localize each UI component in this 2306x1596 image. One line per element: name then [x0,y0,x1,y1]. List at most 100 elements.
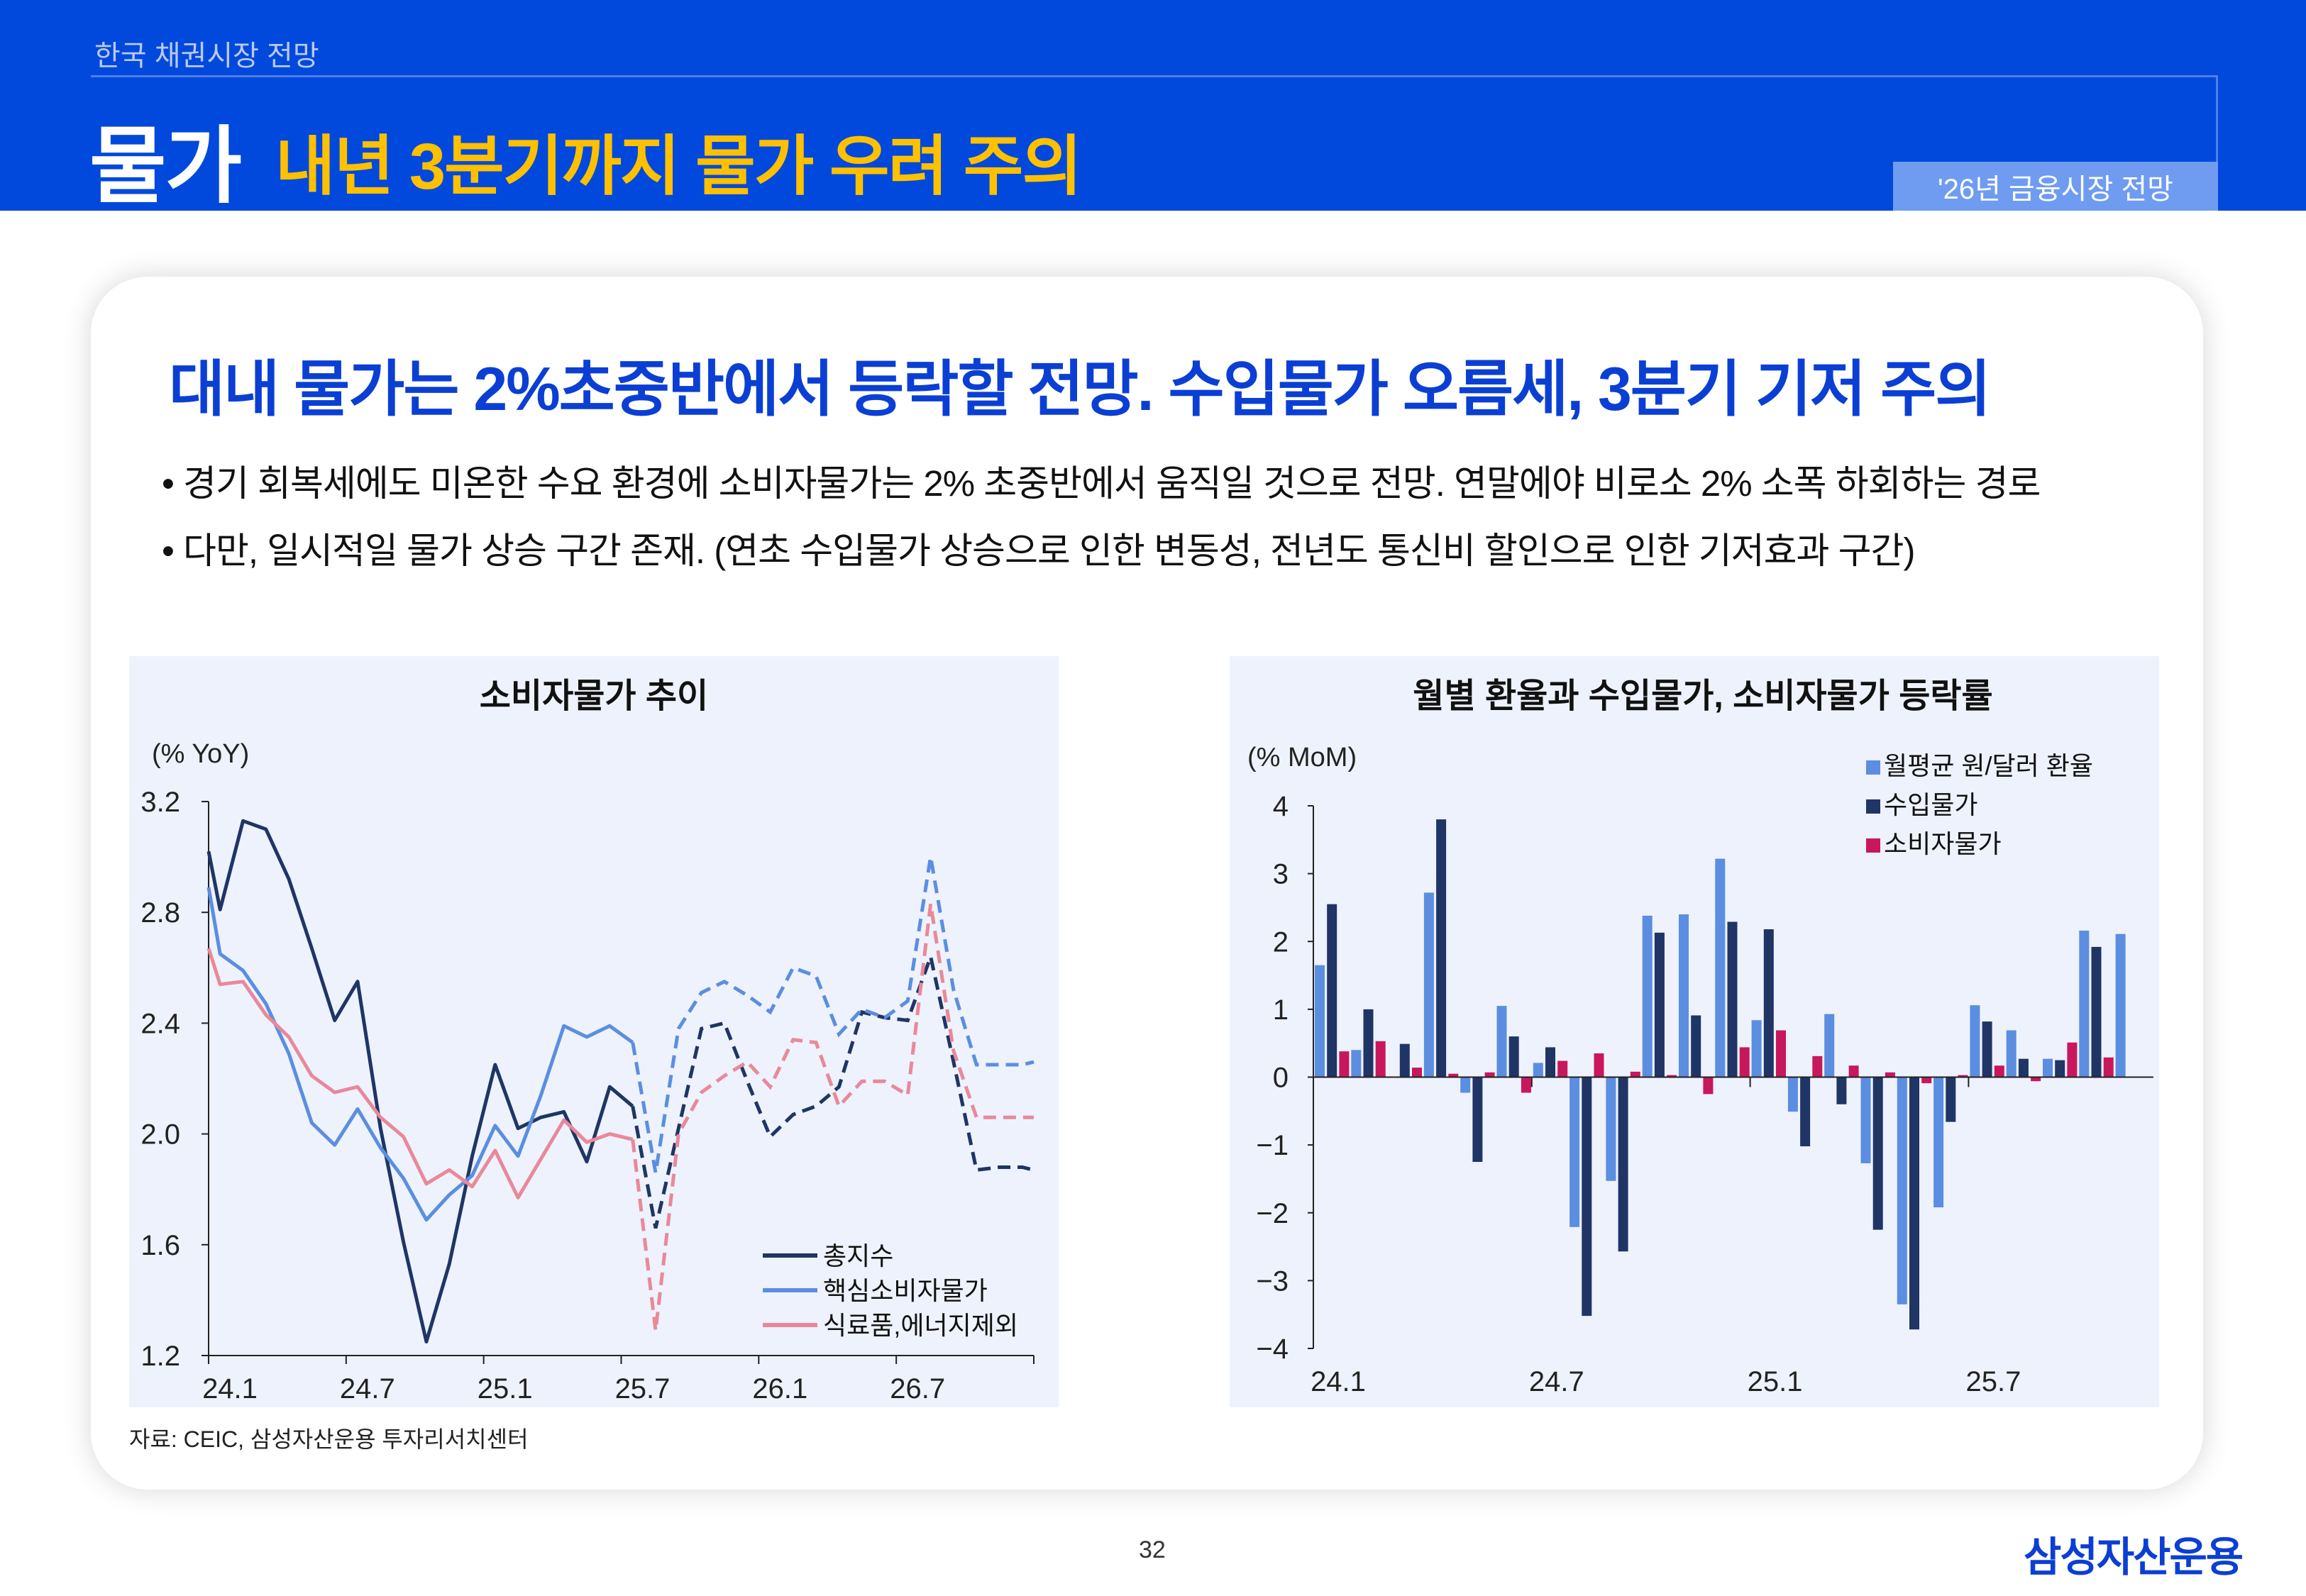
series-line-forecast-2 [631,904,1034,1331]
bar-series-0 [1751,1020,1762,1077]
y-tick-label: 3 [1273,859,1289,890]
legend-swatch [1866,760,1880,775]
bar-series-1 [1982,1021,1992,1077]
x-tick-label: 24.1 [1311,1366,1366,1397]
x-tick-label: 24.1 [202,1373,258,1404]
bar-series-1 [1472,1077,1483,1163]
bar-series-0 [1533,1063,1543,1077]
series-line-forecast-1 [631,856,1035,1173]
bar-series-2 [1484,1072,1495,1077]
y-tick-label: −1 [1256,1130,1289,1161]
bar-series-2 [1339,1051,1350,1077]
bar-series-2 [1885,1072,1895,1077]
y-axis-unit: (% MoM) [1247,743,1357,772]
mom-bar-chart: 월별 환율과 수입물가, 소비자물가 등락률 (% MoM) −4 −3 −2 −1 0 1 2… [1247,677,2153,1397]
x-tick-label: 26.7 [890,1373,945,1404]
bar-series-0 [2079,930,2090,1077]
y-tick-label: 1.6 [140,1230,180,1261]
bar-series-2 [1521,1077,1531,1093]
bar-series-0 [1496,1006,1507,1077]
section-label: 한국 채권시장 전망 [94,40,319,72]
bar-series-2 [2031,1077,2041,1082]
y-tick-label: 1 [1273,994,1289,1026]
bar-series-0 [1715,858,1726,1077]
x-tick-label: 25.7 [1965,1366,2021,1397]
bar-series-2 [1739,1047,1750,1077]
legend-label: 핵심소비자물가 [823,1276,988,1305]
y-tick-label: −4 [1256,1334,1289,1365]
y-tick-label: 3.2 [140,787,180,818]
y-tick-label: 2 [1273,926,1289,958]
bar-series-2 [1958,1075,1968,1077]
bullet-1: • 경기 회복세에도 미온한 수요 환경에 소비자물가는 2% 초중반에서 움직… [162,463,2041,504]
bar-series-1 [1363,1009,1374,1077]
bullet-2: • 다만, 일시적일 물가 상승 구간 존재. (연초 수입물가 상승으로 인한… [162,531,1915,571]
bar-series-2 [1375,1041,1386,1077]
card-heading: 대내 물가는 2%초중반에서 등락할 전망. 수입물가 오름세, 3분기 기저 … [169,355,1991,423]
bar-series-1 [1872,1077,1883,1230]
bar-series-1 [1618,1077,1628,1252]
bar-series-2 [2103,1057,2114,1077]
bar-series-0 [1642,915,1653,1077]
bar-series-0 [1970,1005,1980,1077]
bar-series-1 [1763,929,1774,1077]
bar-series-2 [1448,1073,1459,1077]
report-tag: '26년 금융시장 전망 [1893,162,2218,211]
bar-series-0 [2006,1030,2017,1077]
series-line-actual-0 [206,819,634,1343]
series-line-actual-2 [206,948,634,1199]
bar-series-2 [1921,1077,1932,1084]
legend-swatch [1866,799,1880,814]
bar-series-1 [1582,1077,1592,1317]
bar-series-0 [1679,914,1689,1077]
bar-series-1 [2055,1060,2065,1077]
source-note: 자료: CEIC, 삼성자산운용 투자리서치센터 [129,1426,529,1452]
bar-series-2 [1776,1030,1786,1077]
legend-label: 식료품,에너지제외 [823,1311,1018,1340]
bar-series-0 [1569,1077,1580,1227]
bar-series-2 [1848,1065,1859,1077]
bar-series-1 [1909,1077,1919,1330]
x-tick-label: 25.1 [1748,1366,1803,1397]
bar-series-1 [2091,946,2102,1077]
page-number: 32 [1139,1536,1166,1563]
bar-series-2 [2067,1042,2078,1077]
company-logo: 삼성자산운용 [2024,1534,2244,1580]
x-tick-label: 24.7 [340,1373,395,1404]
legend-label: 소비자물가 [1884,829,2002,858]
bar-series-2 [1994,1065,2004,1077]
y-tick-label: 2.8 [140,897,180,929]
bar-series-0 [2115,933,2126,1077]
cpi-line-chart: 소비자물가 추이 (% YoY) 1.2 1.6 2.0 2.4 2.8 3.2 24.1 24.… [140,677,1035,1404]
bar-series-0 [1460,1077,1471,1093]
cpi-chart-panel: 소비자물가 추이 (% YoY) 1.2 1.6 2.0 2.4 2.8 3.2 24.1 24.… [129,656,1059,1407]
y-tick-label: 4 [1273,791,1289,822]
bar-series-0 [1315,965,1325,1077]
y-tick-label: −2 [1256,1198,1289,1229]
bar-series-0 [2043,1058,2053,1077]
header-frame [91,75,2218,210]
bar-series-1 [1327,904,1337,1077]
bar-series-0 [1860,1077,1871,1163]
x-tick-label: 26.1 [752,1373,807,1404]
y-tick-label: 2.4 [140,1008,180,1039]
bar-series-0 [1897,1077,1907,1304]
bar-series-2 [1557,1060,1568,1077]
bar-series-1 [1399,1043,1410,1077]
bar-series-0 [1351,1050,1362,1077]
bar-series-1 [2018,1058,2029,1077]
x-tick-label: 25.7 [615,1373,671,1404]
bar-series-2 [1594,1053,1604,1077]
bar-series-1 [1436,819,1447,1077]
bar-series-1 [1654,932,1665,1077]
bar-series-0 [1787,1077,1798,1112]
bar-series-2 [1412,1068,1422,1077]
y-tick-label: 0 [1273,1063,1289,1094]
bar-series-0 [1824,1014,1835,1077]
page-subtitle: 내년 3분기까지 물가 우려 주의 [275,131,1082,203]
y-axis-unit: (% YoY) [152,739,249,769]
legend-swatch [1866,838,1880,853]
bar-series-2 [1812,1055,1823,1077]
page-title: 물가 [89,120,242,214]
bar-series-1 [1691,1015,1701,1077]
